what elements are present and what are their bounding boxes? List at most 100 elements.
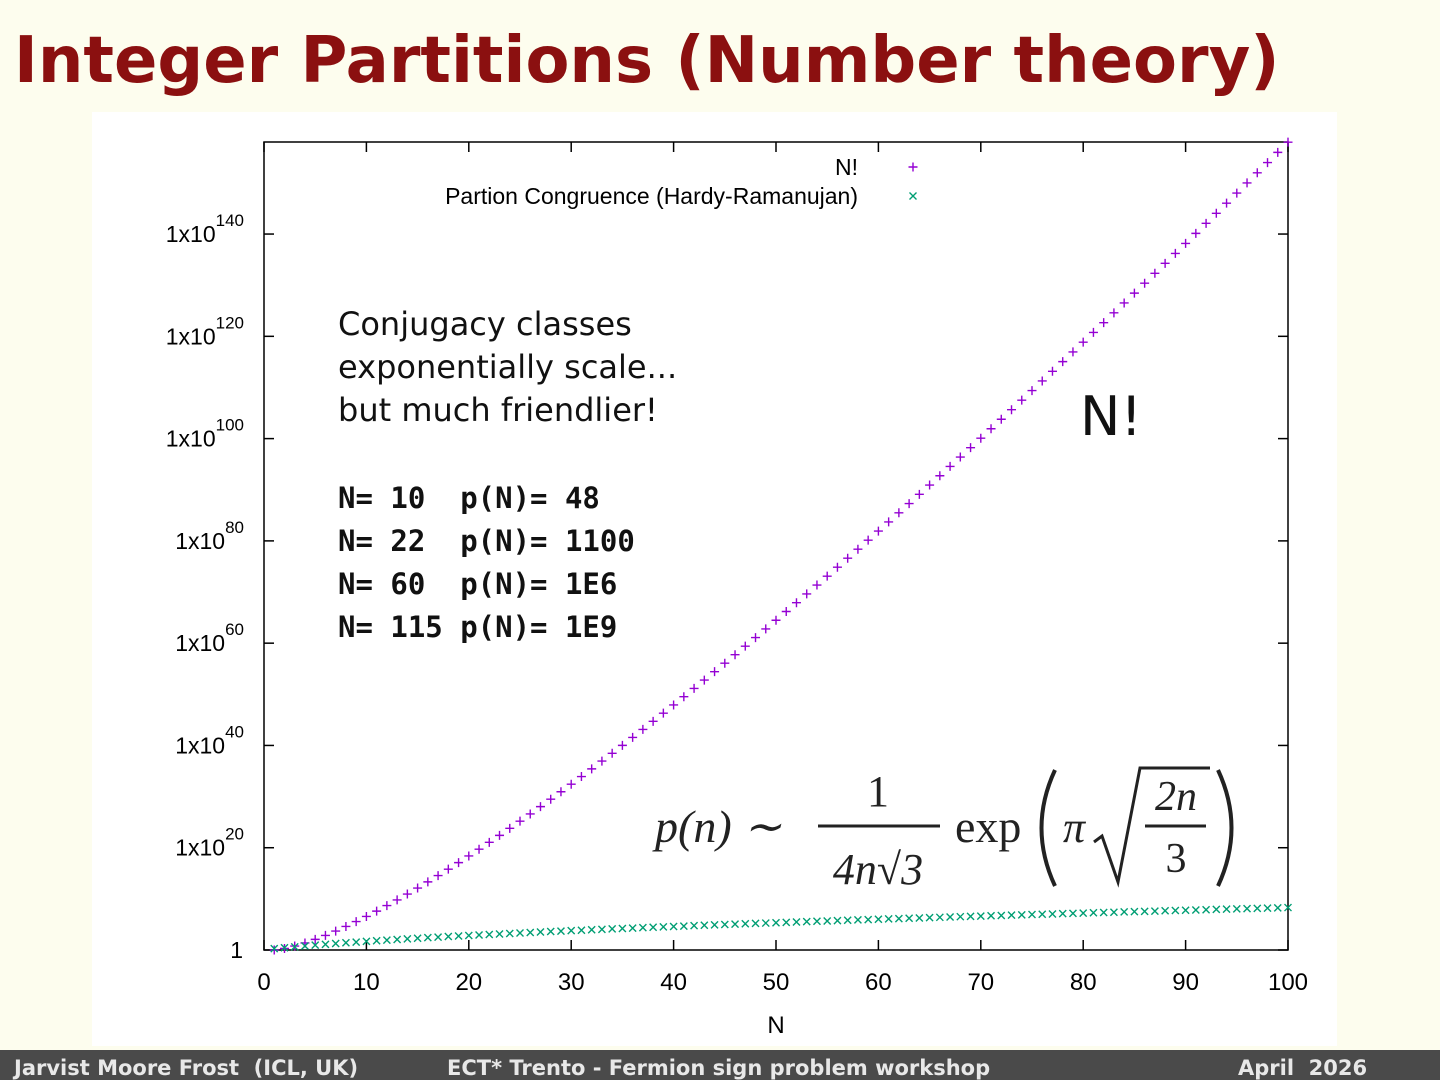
big-label: N! [1080, 385, 1142, 448]
point [320, 930, 330, 940]
point [720, 658, 730, 668]
point [791, 598, 801, 608]
point [1160, 258, 1170, 268]
point [597, 756, 607, 766]
point [393, 935, 402, 944]
point [1253, 904, 1262, 913]
point [740, 641, 750, 651]
formula-inner-denominator: 3 [1166, 836, 1187, 882]
point [536, 928, 545, 937]
point [587, 764, 597, 774]
point [1243, 904, 1252, 913]
slide-title: Integer Partitions (Number theory) [14, 24, 1280, 98]
point [884, 914, 893, 923]
formula-denominator: 4n√3 [833, 845, 923, 894]
formula-func: exp [955, 801, 1021, 852]
point [1119, 298, 1129, 308]
note-line: but much friendlier! [338, 391, 658, 429]
point [864, 915, 873, 924]
paren [1216, 769, 1234, 887]
y-tick-label: 1 [230, 937, 243, 963]
point [833, 916, 842, 925]
point [1181, 906, 1190, 915]
point [956, 912, 965, 921]
point [1088, 327, 1098, 337]
note-line: Conjugacy classes [338, 305, 632, 343]
y-tick-label: 1x10 [166, 426, 216, 452]
point [761, 624, 771, 634]
point [495, 830, 505, 840]
point [484, 837, 494, 847]
point [1191, 228, 1201, 238]
point [1211, 208, 1221, 218]
table-line: N= 22 p(N)= 1100 [338, 524, 635, 558]
point [392, 895, 402, 905]
x-tick-label: 20 [455, 969, 482, 996]
point [945, 461, 955, 471]
notes: Conjugacy classes exponentially scale...… [338, 305, 1142, 644]
point [1232, 188, 1242, 198]
x-axis-label: N [767, 1012, 784, 1039]
point [915, 913, 924, 922]
point [812, 580, 822, 590]
point [618, 924, 627, 933]
point [925, 913, 934, 922]
point [628, 924, 637, 933]
point [454, 858, 464, 868]
footer-event: ECT* Trento - Fermion sign problem works… [447, 1056, 990, 1080]
y-tick-label: 1x10 [175, 630, 225, 656]
point [853, 915, 862, 924]
point [1109, 908, 1118, 917]
footer-author: Jarvist Moore Frost (ICL, UK) [12, 1056, 358, 1080]
point [331, 939, 340, 948]
point [300, 941, 309, 950]
y-tick-sup: 140 [216, 211, 244, 230]
chart-panel [92, 112, 1337, 1046]
point [658, 708, 668, 718]
point [495, 929, 504, 938]
point [1170, 248, 1180, 258]
point [679, 692, 689, 702]
point [1058, 909, 1067, 918]
point [966, 912, 975, 921]
table-line: N= 60 p(N)= 1E6 [338, 567, 617, 601]
point [413, 883, 423, 893]
point [617, 740, 627, 750]
point [996, 414, 1006, 424]
point [1027, 386, 1037, 396]
point [556, 787, 566, 797]
legend-label: N! [835, 154, 858, 180]
formula-inner-numerator: 2n [1155, 774, 1197, 820]
y-tick-label: 1x10 [166, 221, 216, 247]
point [986, 424, 996, 434]
point [464, 851, 474, 861]
x-tick-label: 40 [660, 969, 687, 996]
point [402, 889, 412, 899]
point [792, 917, 801, 926]
point [1129, 288, 1139, 298]
x-tick-label: 60 [865, 969, 892, 996]
point [525, 809, 535, 819]
y-tick-label: 1x10 [166, 323, 216, 349]
x-tick-label: 30 [558, 969, 585, 996]
point [1068, 347, 1078, 357]
footer-bar [0, 1050, 1440, 1080]
point [832, 562, 842, 572]
point [535, 802, 545, 812]
point [966, 443, 976, 453]
point [526, 928, 535, 937]
point [341, 938, 350, 947]
point [894, 508, 904, 518]
y-tick-label: 1x10 [175, 732, 225, 758]
point [976, 912, 985, 921]
point [505, 823, 515, 833]
point [731, 920, 740, 929]
point [689, 683, 699, 693]
point [433, 871, 443, 881]
point [782, 918, 791, 927]
point [311, 941, 320, 950]
point [1068, 909, 1077, 918]
point [987, 911, 996, 920]
point [485, 930, 494, 939]
point [403, 934, 412, 943]
